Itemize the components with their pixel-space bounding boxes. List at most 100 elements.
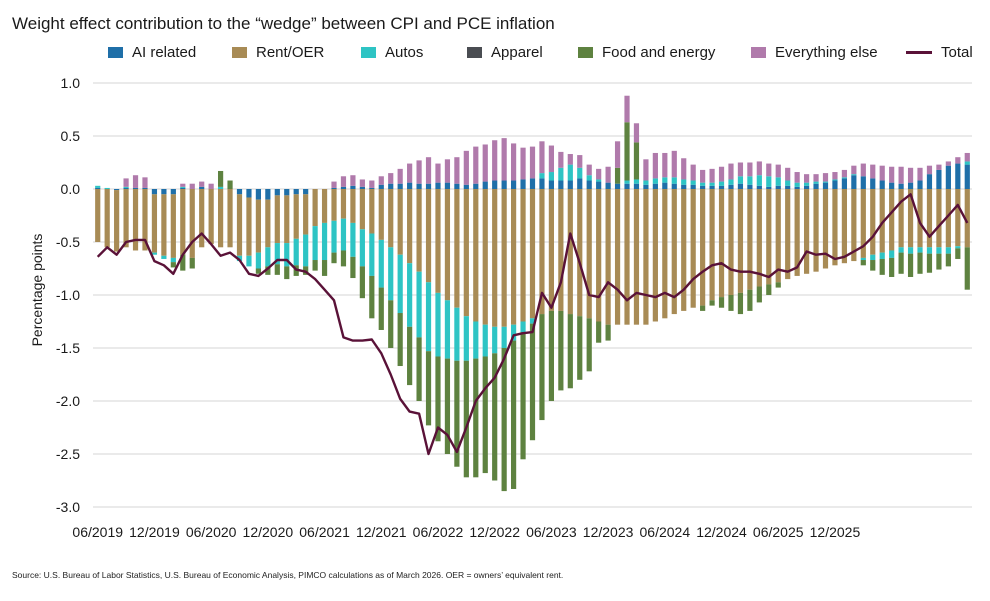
bar-segment-food [435,356,441,442]
bar-segment-else [492,140,498,181]
bar-segment-food [425,351,432,426]
y-tick-label: 0.5 [61,128,81,144]
bar-segment-rent [718,189,725,298]
bar-segment-else [671,150,677,178]
bar-segment-food [350,256,356,279]
bar-segment-ai [605,182,611,189]
bar-segment-else [350,175,356,186]
legend-swatch-ai-related [108,47,123,58]
bar-segment-rent [926,189,933,248]
bar-segment-else [378,176,384,185]
bar-segment-autos [246,255,252,267]
bar-segment-autos [643,180,649,185]
bar-segment-rent [501,189,507,327]
bar-segment-rent [889,189,895,251]
bar-segment-else [539,141,545,174]
legend-item-apparel: Apparel [467,44,543,61]
bar-segment-rent [766,189,772,285]
bar-segment-ai [170,189,176,195]
bar-segment-food [170,262,176,268]
bar-segment-else [690,164,696,181]
bar-segment-food [624,122,630,181]
x-tick-label: 06/2024 [640,524,691,540]
bar-segment-ai [870,178,876,189]
bar-segment-rent [274,195,280,244]
bar-segment-autos [662,177,668,183]
bar-segment-autos [633,179,640,184]
x-tick-label: 06/2020 [186,524,237,540]
bar-segment-autos [170,257,176,263]
bar-segment-else [520,147,526,180]
bar-segment-autos [388,247,394,301]
bar-segment-else [340,176,347,187]
bar-segment-food [879,258,885,275]
x-tick-label: 06/2023 [526,524,577,540]
bars [95,95,970,492]
legend-label-ai-related: AI related [132,44,197,61]
bar-segment-ai [407,182,413,189]
bar-segment-else [889,166,895,183]
bar-segment-else [142,177,148,188]
bar-segment-food [189,257,195,269]
bar-segment-autos [681,179,687,185]
bar-segment-autos [964,161,970,165]
bar-segment-else [567,154,573,165]
bar-segment-food [548,310,555,401]
bar-segment-food [265,266,271,275]
x-tick-labels: 06/2019 12/2019 06/2020 12/2020 06/2021 12/20… [72,524,860,540]
bar-segment-food [936,253,942,270]
bar-segment-else [463,150,469,185]
bar-segment-autos [350,222,356,257]
bar-segment-autos [340,218,347,251]
bar-segment-rent [577,189,583,317]
bar-segment-rent [227,189,233,248]
bar-segment-autos [889,250,895,258]
bar-segment-food [907,253,914,277]
bar-segment-ai [444,182,451,189]
bar-segment-food [718,297,725,308]
bar-segment-ai [841,178,848,189]
bar-segment-rent [473,189,479,322]
bar-segment-rent [614,189,621,325]
bar-segment-rent [350,189,356,223]
bar-segment-autos [303,234,309,267]
bar-segment-rent [860,189,866,258]
bar-segment-food [728,295,734,311]
bar-segment-food [284,266,290,280]
bar-segment-autos [718,181,725,186]
bar-segment-rent [964,189,970,248]
bar-segment-rent [425,189,432,283]
bar-segment-else [936,164,942,170]
bar-segment-rent [444,189,451,301]
bar-segment-food [577,316,583,380]
bar-segment-ai [709,185,715,189]
bar-segment-rent [955,189,961,247]
legend-swatch-rent-oer [232,47,247,58]
bar-segment-autos [690,180,696,185]
bar-segment-rent [709,189,715,301]
legend-label-food-energy: Food and energy [602,44,716,61]
bar-segment-rent [567,189,573,315]
bar-segment-ai [132,187,139,189]
bar-segment-ai [463,184,469,189]
bar-segment-food [529,323,536,441]
legend-swatch-total [906,51,932,54]
bar-segment-food [700,305,706,311]
bar-segment-rent [633,189,640,325]
bar-segment-autos [945,247,951,254]
bar-segment-autos [180,186,186,188]
bar-segment-rent [407,189,413,264]
x-tick-label: 12/2020 [243,524,294,540]
bar-segment-else [180,183,186,187]
bar-segment-autos [274,243,280,265]
bar-segment-ai [473,183,479,189]
bar-segment-else [681,158,687,180]
bar-segment-rent [454,189,460,308]
bar-segment-ai [95,187,101,189]
bar-segment-rent [813,189,819,272]
bar-segment-ai [510,180,517,189]
bar-segment-food [614,167,621,184]
bar-segment-rent [331,189,337,221]
bar-segment-ai [529,178,536,189]
bar-segment-autos [529,318,536,324]
